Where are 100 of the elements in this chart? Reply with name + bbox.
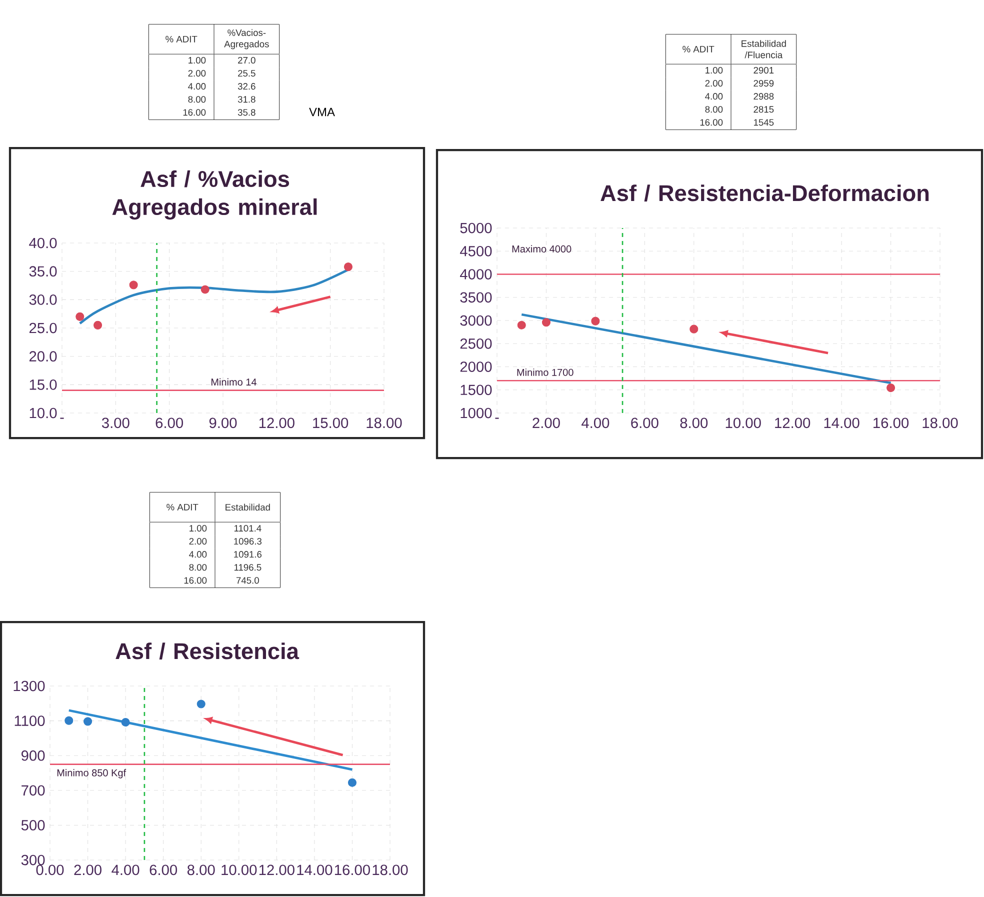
- text: 1196.5: [234, 564, 262, 571]
- text: 16.00: [183, 109, 206, 116]
- ref-line-label: Maximo 4000: [512, 245, 572, 253]
- y-tick-label: 5000: [460, 222, 492, 234]
- x-tick-label: 9.00: [209, 418, 237, 428]
- text: 16.00: [184, 577, 207, 584]
- y-tick-label: 35.0: [29, 266, 57, 277]
- x-tick-label: 18.00: [366, 418, 402, 428]
- point: [517, 320, 526, 330]
- text: 1.00: [190, 524, 207, 532]
- text: 4.00: [189, 551, 207, 558]
- y-tick-label: 300: [21, 854, 45, 866]
- point: [64, 716, 74, 725]
- ref-line-label: Minimo 1700: [517, 368, 574, 376]
- point: [591, 316, 600, 326]
- text: VMA: [309, 108, 335, 116]
- text: 2.00: [188, 70, 206, 77]
- text: % ADIT: [166, 36, 198, 42]
- y-tick-label: 2500: [460, 338, 492, 349]
- y-tick-label: 30.0: [29, 294, 57, 305]
- text: 1096.3: [234, 538, 262, 545]
- point: [94, 320, 102, 330]
- x-tick-label: 16.00: [874, 418, 909, 428]
- point: [344, 262, 352, 272]
- text: 8.00: [705, 106, 723, 113]
- text: 25.5: [238, 70, 256, 77]
- y-tick-label: 10.0: [30, 408, 57, 418]
- text: % ADIT: [682, 46, 714, 52]
- text: 1091.6: [234, 551, 262, 558]
- y-tick-label: 3000: [460, 315, 492, 326]
- x-tick-label: 14.00: [297, 864, 332, 876]
- y-tick-label: 40.0: [29, 238, 57, 248]
- text: 2988: [754, 93, 774, 100]
- x-tick-label: 18.00: [372, 864, 408, 876]
- x-tick-label: 18.00: [922, 418, 958, 428]
- text: 2.00: [189, 538, 207, 545]
- chart-title: Asf / Resistencia-Deformacion: [600, 184, 929, 202]
- x-tick-label: 16.00: [334, 864, 370, 876]
- x-tick-label: -: [60, 418, 64, 419]
- y-tick-label: 2000: [460, 362, 492, 372]
- text: 8.00: [188, 96, 206, 103]
- point: [348, 778, 356, 787]
- y-tick-label: 4500: [460, 246, 492, 256]
- text: 4.00: [705, 93, 723, 100]
- x-tick-label: 6.00: [631, 418, 658, 428]
- x-tick-label: 12.00: [259, 418, 294, 428]
- y-tick-label: 4000: [460, 269, 492, 280]
- text: 35.8: [238, 109, 256, 116]
- text: 1545: [754, 119, 774, 126]
- y-tick-label: 25.0: [29, 322, 57, 334]
- point: [84, 717, 92, 726]
- text: % ADIT: [166, 504, 198, 510]
- text: 32.6: [238, 83, 256, 90]
- x-tick-label: 3.00: [102, 418, 130, 428]
- text: Estabilidad: [226, 504, 270, 511]
- chart-title: Asf / Resistencia: [116, 642, 300, 660]
- text: 2901: [754, 66, 774, 74]
- x-tick-label: 0.00: [36, 864, 64, 876]
- x-tick-label: 12.00: [259, 864, 294, 876]
- point: [129, 280, 138, 290]
- x-tick-label: 2.00: [532, 418, 560, 428]
- point: [886, 384, 896, 392]
- x-tick-label: 15.00: [313, 418, 348, 428]
- x-tick-label: 14.00: [824, 418, 860, 428]
- point: [76, 312, 84, 321]
- y-tick-label: 3500: [460, 292, 492, 303]
- x-tick-label: 4.00: [112, 864, 140, 876]
- ref-line-label: Minimo 14: [211, 378, 256, 386]
- text: 1101.4: [234, 524, 262, 532]
- text: 8.00: [189, 564, 207, 571]
- text: 2.00: [705, 80, 723, 87]
- text: 1.00: [706, 66, 723, 74]
- x-tick-label: 6.00: [150, 864, 178, 876]
- y-tick-label: 1100: [14, 716, 45, 726]
- x-tick-label: 8.00: [680, 418, 708, 428]
- x-tick-label: 6.00: [156, 418, 184, 428]
- text: 16.00: [700, 119, 723, 126]
- ref-line-label: Minimo 850 Kgf: [57, 769, 126, 778]
- y-tick-label: 1300: [14, 680, 45, 692]
- x-tick-label: 12.00: [775, 418, 810, 428]
- text: Estabilidad /Fluencia: [742, 40, 786, 58]
- point: [121, 718, 130, 727]
- y-tick-label: 1500: [460, 384, 492, 396]
- y-tick-label: 15.0: [30, 380, 57, 390]
- point: [542, 318, 550, 327]
- y-tick-label: 20.0: [29, 351, 57, 362]
- y-tick-label: 900: [22, 750, 45, 761]
- text: 31.8: [238, 96, 256, 103]
- point: [200, 285, 210, 294]
- text: 4.00: [188, 83, 206, 90]
- text: 1.00: [188, 56, 206, 64]
- point: [196, 700, 206, 708]
- x-tick-label: 4.00: [582, 418, 610, 428]
- text: 2815: [754, 106, 774, 113]
- x-tick-label: -: [495, 418, 499, 419]
- x-tick-label: 10.00: [726, 418, 761, 428]
- x-tick-label: 2.00: [74, 864, 102, 876]
- text: 27.0: [238, 56, 256, 64]
- y-tick-label: 1000: [460, 408, 492, 418]
- point: [690, 324, 698, 334]
